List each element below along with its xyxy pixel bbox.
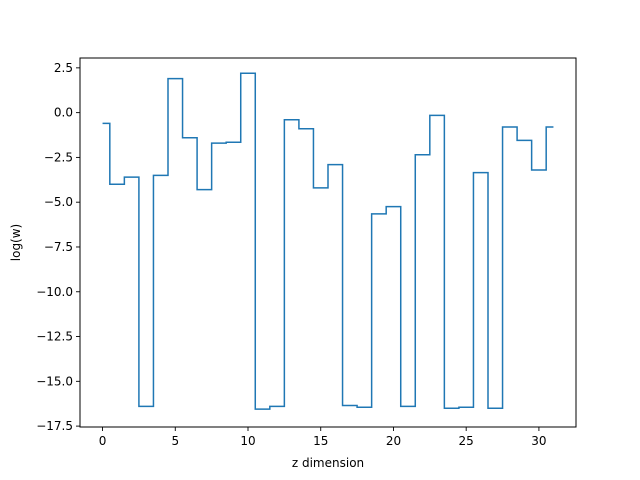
y-tick-label: −2.5 — [44, 150, 73, 164]
y-tick-label: −12.5 — [36, 330, 73, 344]
series-line-0 — [102, 72, 554, 410]
axes-frame — [79, 57, 577, 428]
x-axis-label: z dimension — [292, 456, 364, 470]
y-tick-label: −17.5 — [36, 419, 73, 433]
y-tick-label: 2.5 — [54, 61, 73, 75]
y-axis-ticks: 2.5 0.0 −2.5 −5.0 −7.5 −10.0 −12.5 −15.0 −17.5 — [36, 61, 80, 433]
plot-area — [102, 72, 554, 410]
x-tick-label: 25 — [459, 434, 474, 448]
x-tick-label: 20 — [386, 434, 401, 448]
y-tick-label: 0.0 — [54, 106, 73, 120]
x-tick-label: 5 — [171, 434, 179, 448]
x-tick-label: 10 — [240, 434, 255, 448]
y-axis-label: log(w) — [9, 224, 23, 261]
y-tick-label: −10.0 — [36, 285, 73, 299]
y-tick-label: −15.0 — [36, 374, 73, 388]
x-tick-label: 15 — [313, 434, 328, 448]
x-axis-ticks: 0 5 10 15 20 25 30 — [99, 427, 547, 448]
x-tick-label: 0 — [99, 434, 107, 448]
y-tick-label: −7.5 — [44, 240, 73, 254]
x-tick-label: 30 — [531, 434, 546, 448]
y-tick-label: −5.0 — [44, 195, 73, 209]
